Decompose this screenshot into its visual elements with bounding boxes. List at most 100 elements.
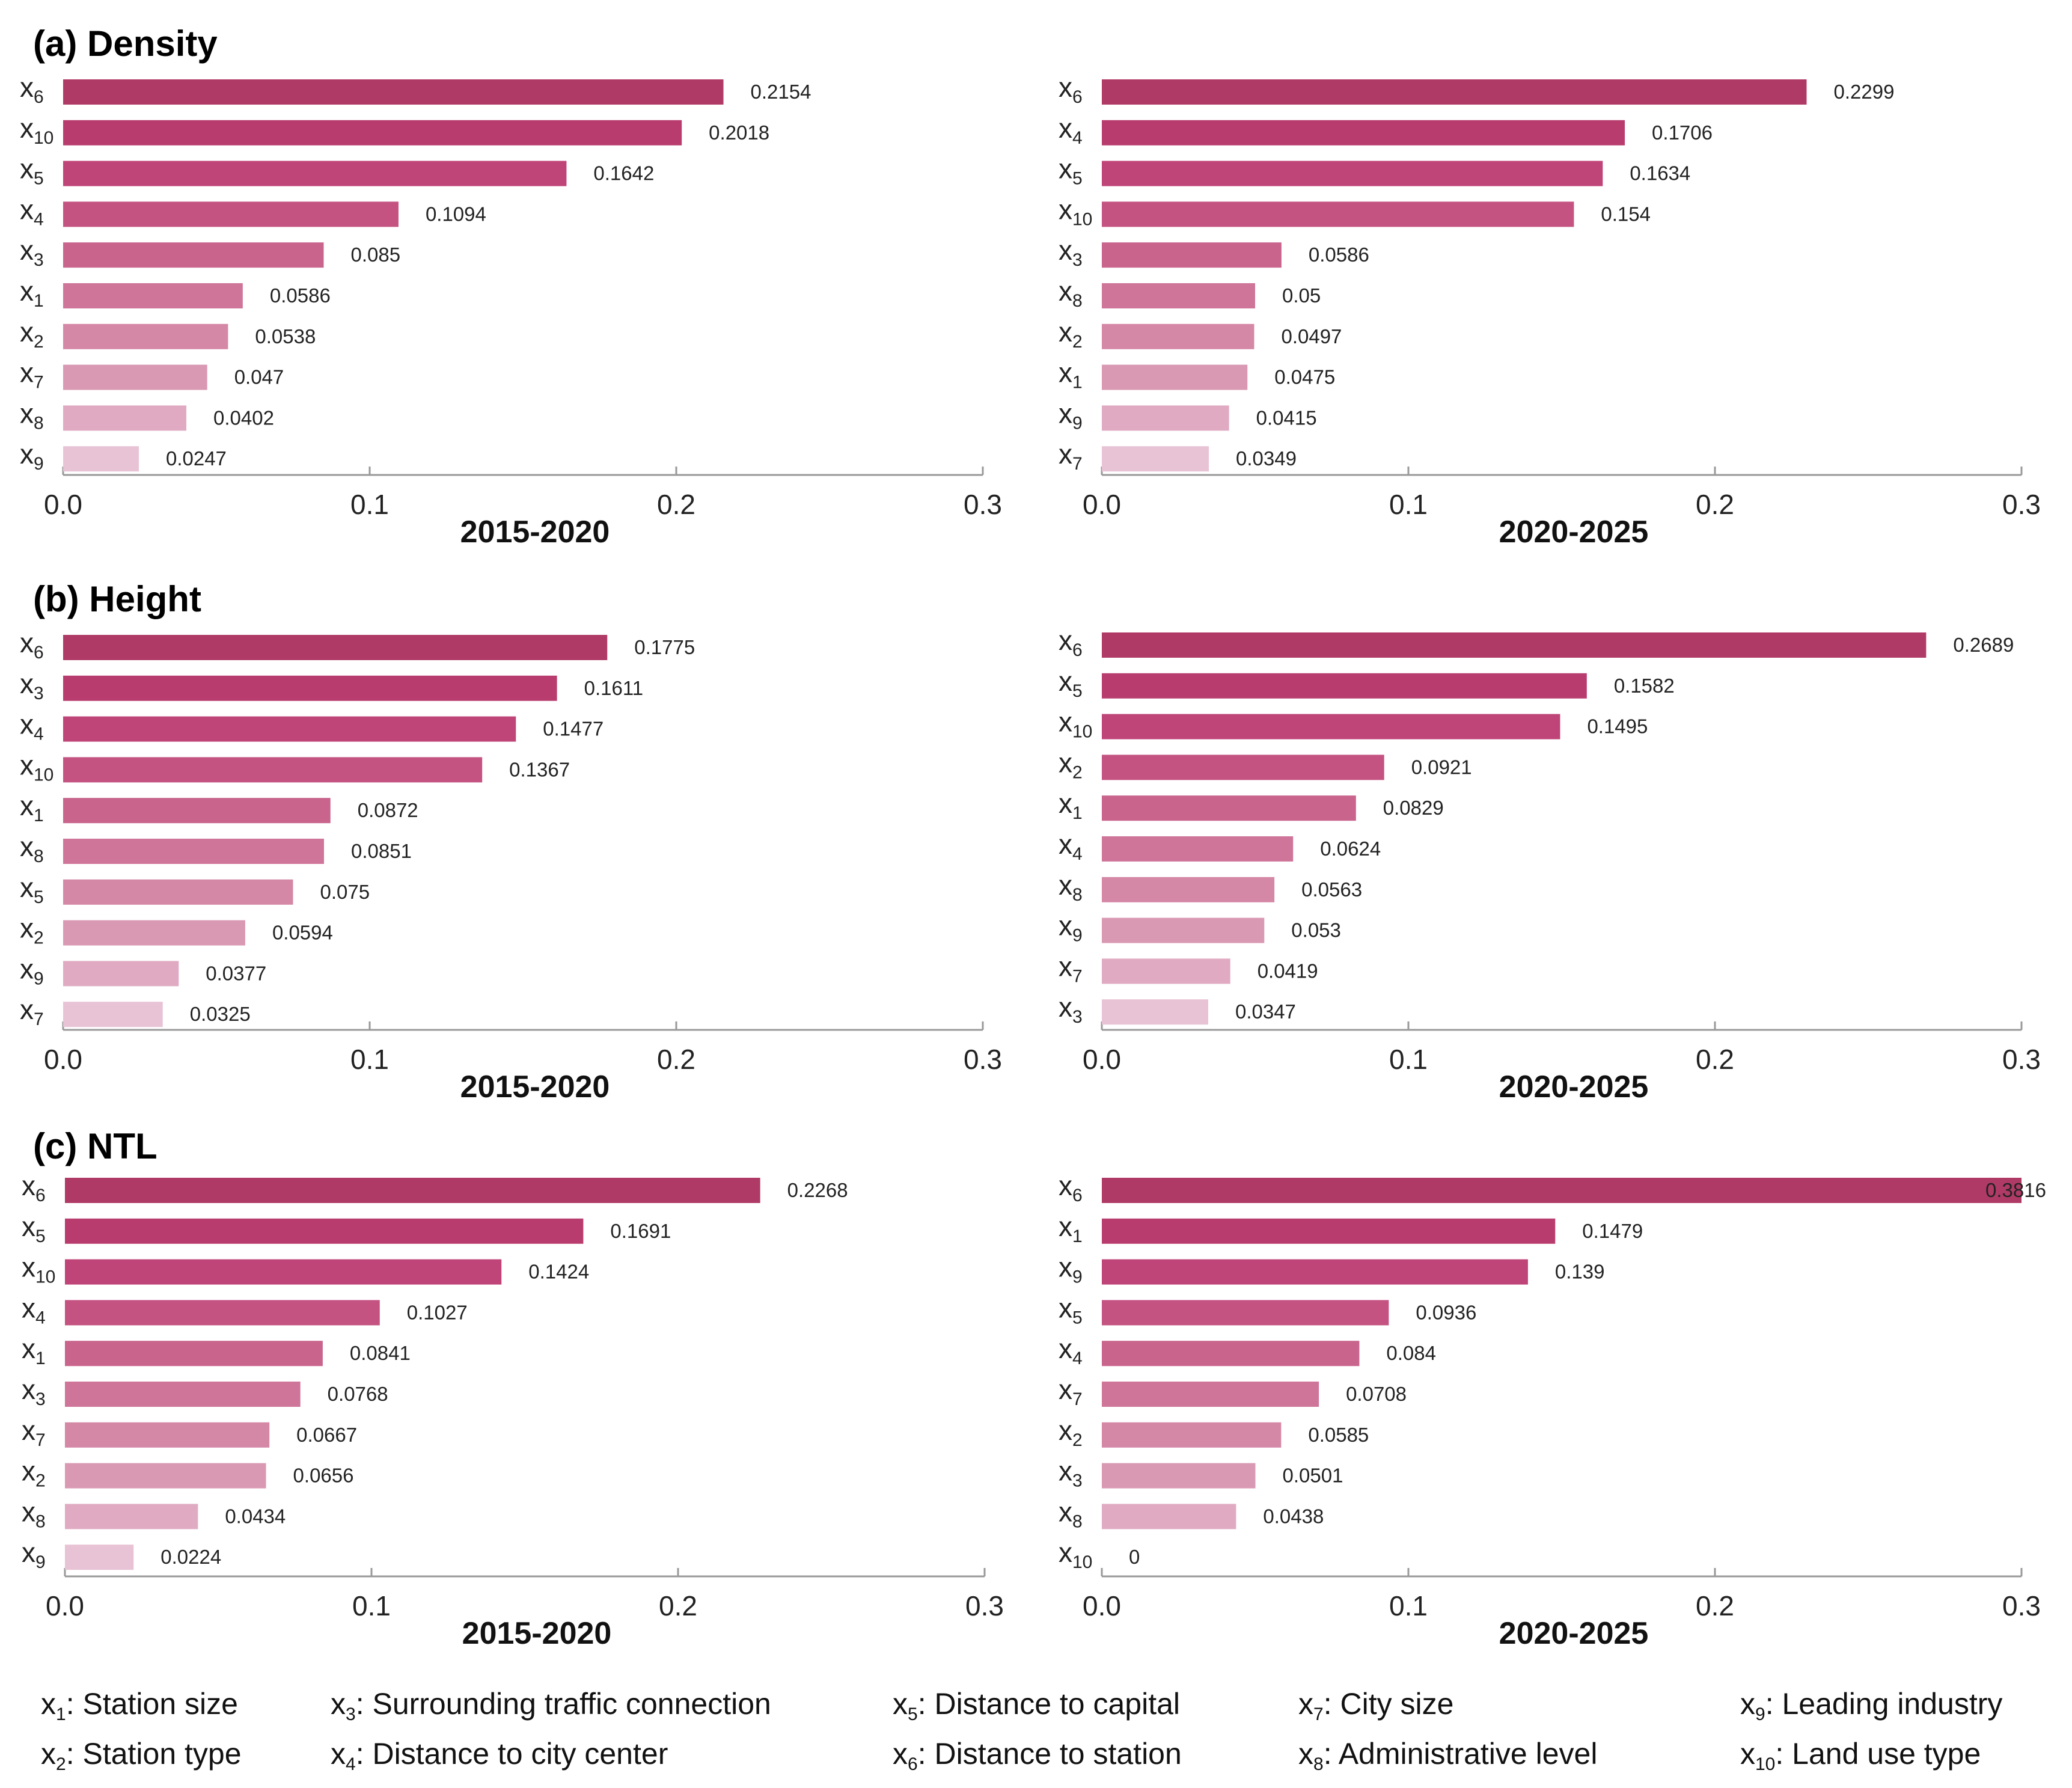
data-label: 0.139 xyxy=(1555,1261,1605,1283)
category-label: x7 xyxy=(1059,951,1083,986)
category-label: x8 xyxy=(1059,1496,1083,1531)
x-tick-label: 0.3 xyxy=(2002,1590,2041,1621)
x-tick-label: 0.0 xyxy=(1083,1044,1121,1075)
category-label: x2 xyxy=(1059,316,1083,352)
category-label: x2 xyxy=(1059,747,1083,782)
bar xyxy=(63,798,331,824)
category-label: x1 xyxy=(1059,1211,1083,1246)
data-label: 0.1479 xyxy=(1582,1220,1643,1242)
data-label: 0.0247 xyxy=(166,447,227,470)
category-label: x4 xyxy=(1059,828,1083,864)
bar xyxy=(1102,446,1209,472)
period-label: 2015-2020 xyxy=(460,1070,610,1104)
bar xyxy=(1102,795,1356,821)
category-label: x3 xyxy=(1059,234,1083,270)
x-tick-label: 0.1 xyxy=(1389,489,1428,520)
data-label: 0.0497 xyxy=(1281,325,1342,347)
category-label: x7 xyxy=(1059,438,1083,474)
data-label: 0.0415 xyxy=(1256,406,1317,429)
bar xyxy=(1102,999,1208,1025)
category-label: x3 xyxy=(20,234,44,270)
data-label: 0.084 xyxy=(1386,1342,1436,1364)
category-label: x8 xyxy=(1059,275,1083,311)
data-label: 0.1611 xyxy=(584,677,643,699)
data-label: 0.1027 xyxy=(407,1301,468,1323)
bar xyxy=(63,283,243,308)
data-label: 0.0563 xyxy=(1301,878,1362,901)
bar xyxy=(1102,283,1255,308)
bar xyxy=(65,1218,584,1244)
category-label: x8 xyxy=(22,1496,46,1531)
bar xyxy=(1102,405,1229,431)
data-label: 0.0325 xyxy=(190,1003,251,1025)
bar xyxy=(63,675,557,701)
data-label: 0.0586 xyxy=(270,284,331,307)
bar xyxy=(63,839,325,864)
category-label: x2 xyxy=(22,1456,46,1491)
bar xyxy=(65,1259,502,1285)
category-label: x3 xyxy=(1059,991,1083,1027)
bar xyxy=(1102,1178,2022,1203)
bar xyxy=(1102,1300,1389,1326)
data-label: 0.1477 xyxy=(543,718,604,740)
section-title-ntl: (c) NTL xyxy=(33,1126,157,1166)
bar xyxy=(63,635,608,660)
category-label: x4 xyxy=(20,709,44,744)
x-tick-label: 0.1 xyxy=(350,1044,389,1075)
bar xyxy=(65,1300,380,1326)
bar xyxy=(63,120,682,145)
legend-item-x9: x9: Leading industry xyxy=(1740,1687,2003,1724)
category-label: x5 xyxy=(1059,666,1083,701)
bar xyxy=(1102,755,1384,780)
bar xyxy=(1102,673,1587,699)
data-label: 0.0921 xyxy=(1411,756,1472,778)
period-label: 2015-2020 xyxy=(462,1616,612,1651)
data-label: 0 xyxy=(1129,1546,1140,1568)
data-label: 0.075 xyxy=(320,881,370,903)
bar xyxy=(1102,958,1230,984)
category-label: x3 xyxy=(22,1374,46,1409)
category-label: x9 xyxy=(1059,910,1083,946)
x-tick-label: 0.2 xyxy=(657,1044,695,1075)
legend-item-x8: x8: Administrative level xyxy=(1298,1737,1598,1774)
bar xyxy=(65,1382,301,1407)
x-tick-label: 0.0 xyxy=(1083,1590,1121,1621)
category-label: x6 xyxy=(20,72,44,107)
period-label: 2020-2025 xyxy=(1499,1070,1649,1104)
bar xyxy=(1102,323,1255,349)
section-title-density: (a) Density xyxy=(33,23,218,64)
category-label: x6 xyxy=(1059,625,1083,660)
bar xyxy=(63,446,139,472)
legend-item-x4: x4: Distance to city center xyxy=(331,1737,668,1774)
category-label: x9 xyxy=(20,438,44,474)
data-label: 0.2018 xyxy=(709,121,769,144)
data-label: 0.0936 xyxy=(1416,1301,1476,1323)
data-label: 0.1424 xyxy=(528,1261,589,1283)
category-label: x7 xyxy=(1059,1374,1083,1409)
bar xyxy=(63,879,293,905)
legend-item-x7: x7: City size xyxy=(1298,1687,1454,1724)
legend-item-x2: x2: Station type xyxy=(41,1737,242,1774)
x-tick-label: 0.2 xyxy=(1696,1044,1734,1075)
section-title-height: (b) Height xyxy=(33,579,201,619)
category-label: x5 xyxy=(1059,1292,1083,1327)
x-tick-label: 0.2 xyxy=(657,489,695,520)
data-label: 0.0851 xyxy=(351,840,412,862)
bar xyxy=(1102,1463,1256,1489)
category-label: x6 xyxy=(20,627,44,663)
data-label: 0.0434 xyxy=(225,1505,286,1527)
category-label: x7 xyxy=(20,994,44,1029)
category-label: x1 xyxy=(20,790,44,825)
data-label: 0.0586 xyxy=(1309,243,1369,266)
bar xyxy=(1102,201,1574,227)
data-label: 0.1495 xyxy=(1587,715,1648,738)
data-label: 0.0829 xyxy=(1383,797,1444,819)
data-label: 0.1582 xyxy=(1614,675,1675,697)
data-label: 0.0347 xyxy=(1235,1000,1296,1023)
category-label: x1 xyxy=(1059,788,1083,823)
data-label: 0.1642 xyxy=(593,162,654,185)
x-tick-label: 0.3 xyxy=(2002,489,2041,520)
category-label: x10 xyxy=(1059,706,1092,742)
data-label: 0.2299 xyxy=(1833,81,1894,103)
